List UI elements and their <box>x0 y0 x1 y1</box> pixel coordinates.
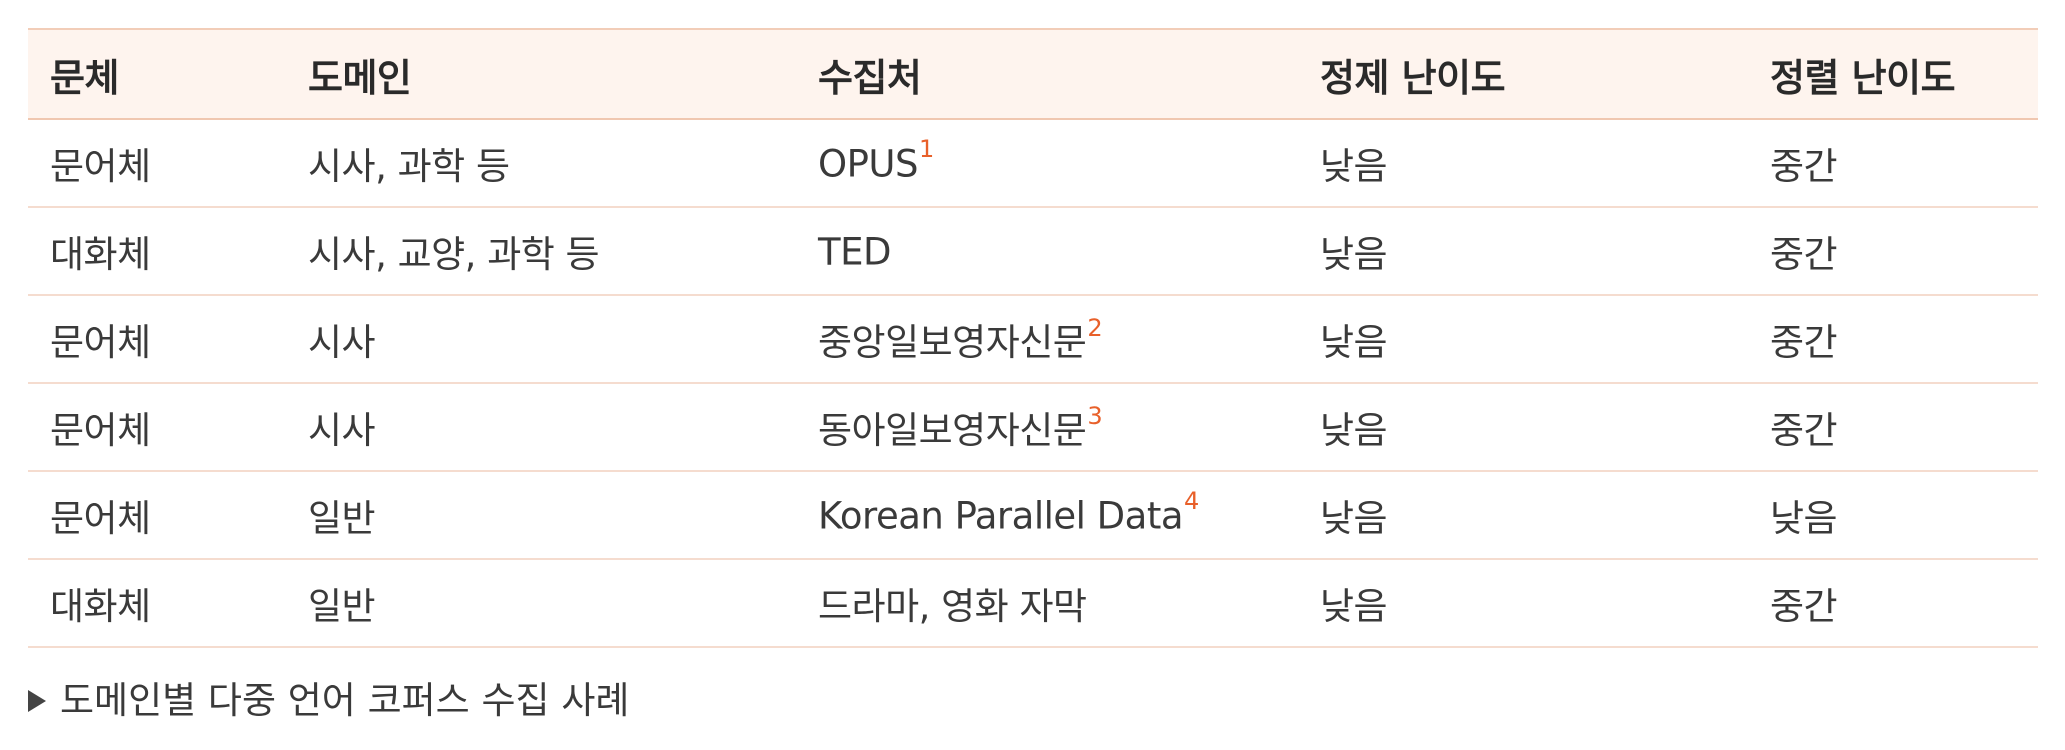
table-header-row: 문체 도메인 수집처 정제 난이도 정렬 난이도 <box>28 30 2038 120</box>
cell-domain: 일반 <box>308 585 376 628</box>
cell-domain: 시사, 교양, 과학 등 <box>308 233 600 276</box>
cell-source: OPUS1 <box>818 134 934 186</box>
caption-text: 도메인별 다중 언어 코퍼스 수집 사례 <box>60 679 630 722</box>
cell-source: Korean Parallel Data4 <box>818 486 1199 538</box>
triangle-bullet-icon <box>28 690 46 712</box>
table-row: 문어체 시사, 과학 등 OPUS1 낮음 중간 <box>28 120 2038 208</box>
cell-source: 드라마, 영화 자막 <box>818 585 1087 628</box>
cell-alignment: 중간 <box>1770 145 1838 188</box>
footnote-marker: 2 <box>1087 313 1103 342</box>
cell-style: 문어체 <box>50 145 151 188</box>
table-top-rule <box>28 28 2038 30</box>
cell-alignment: 중간 <box>1770 409 1838 452</box>
table-row: 대화체 시사, 교양, 과학 등 TED 낮음 중간 <box>28 208 2038 296</box>
table-row: 대화체 일반 드라마, 영화 자막 낮음 중간 <box>28 560 2038 648</box>
cell-style: 문어체 <box>50 497 151 540</box>
cell-cleaning: 낮음 <box>1320 409 1388 452</box>
header-alignment-difficulty: 정렬 난이도 <box>1770 55 1956 100</box>
table-row: 문어체 일반 Korean Parallel Data4 낮음 낮음 <box>28 472 2038 560</box>
table-row: 문어체 시사 동아일보영자신문3 낮음 중간 <box>28 384 2038 472</box>
header-domain: 도메인 <box>308 55 412 100</box>
corpus-table: 문체 도메인 수집처 정제 난이도 정렬 난이도 문어체 시사, 과학 등 OP… <box>28 28 2038 648</box>
cell-domain: 일반 <box>308 497 376 540</box>
cell-source: 동아일보영자신문3 <box>818 401 1103 452</box>
cell-domain: 시사 <box>308 321 376 364</box>
footnote-marker: 3 <box>1087 401 1103 430</box>
cell-domain: 시사 <box>308 409 376 452</box>
table-caption: 도메인별 다중 언어 코퍼스 수집 사례 <box>28 670 629 724</box>
cell-cleaning: 낮음 <box>1320 233 1388 276</box>
cell-style: 문어체 <box>50 409 151 452</box>
cell-style: 대화체 <box>50 585 151 628</box>
cell-style: 문어체 <box>50 321 151 364</box>
cell-cleaning: 낮음 <box>1320 145 1388 188</box>
table-row: 문어체 시사 중앙일보영자신문2 낮음 중간 <box>28 296 2038 384</box>
cell-alignment: 중간 <box>1770 233 1838 276</box>
cell-cleaning: 낮음 <box>1320 585 1388 628</box>
header-source: 수집처 <box>818 55 922 100</box>
footnote-marker: 4 <box>1184 486 1199 515</box>
cell-alignment: 중간 <box>1770 321 1838 364</box>
cell-alignment: 중간 <box>1770 585 1838 628</box>
cell-domain: 시사, 과학 등 <box>308 145 510 188</box>
header-cleaning-difficulty: 정제 난이도 <box>1320 55 1506 100</box>
cell-cleaning: 낮음 <box>1320 497 1388 540</box>
cell-cleaning: 낮음 <box>1320 321 1388 364</box>
footnote-marker: 1 <box>919 134 934 163</box>
cell-alignment: 낮음 <box>1770 497 1838 540</box>
cell-source: TED <box>818 230 891 274</box>
cell-style: 대화체 <box>50 233 151 276</box>
header-style: 문체 <box>50 55 119 100</box>
cell-source: 중앙일보영자신문2 <box>818 313 1103 364</box>
